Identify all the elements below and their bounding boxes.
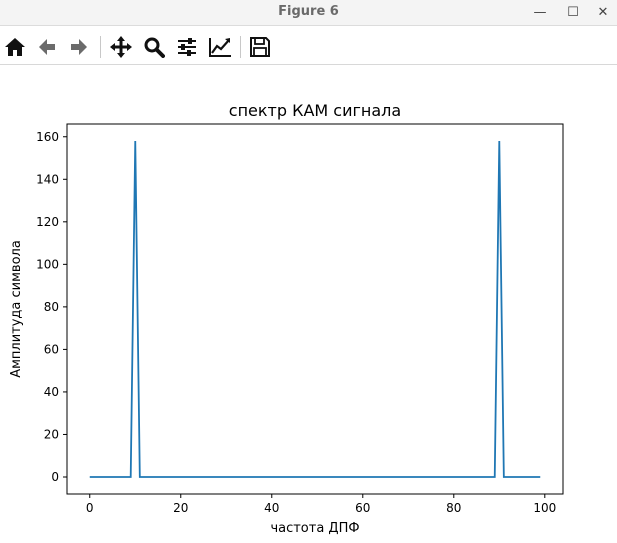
- y-tick-label: 100: [36, 257, 59, 271]
- zoom-button[interactable]: [141, 34, 167, 60]
- configure-subplots-icon: [178, 38, 196, 56]
- y-tick-label: 80: [44, 300, 59, 314]
- minimize-button[interactable]: —: [533, 4, 547, 20]
- zoom-icon: [144, 37, 165, 58]
- y-tick-label: 60: [44, 342, 59, 356]
- x-tick-label: 20: [173, 501, 188, 515]
- y-tick-label: 0: [51, 470, 59, 484]
- spectrum-chart: 0 20 40 60 80 100 0 20 40 60 80 100 120 140 160 спект…: [9, 101, 564, 536]
- y-tick-label: 160: [36, 130, 59, 144]
- x-axis: 0 20 40 60 80 100: [86, 494, 556, 515]
- y-axis-label: Амплитуда символа: [9, 240, 24, 378]
- x-tick-label: 60: [355, 501, 370, 515]
- window-title: Figure 6: [278, 4, 339, 19]
- edit-axis-button[interactable]: [207, 34, 233, 60]
- back-arrow-icon: [39, 39, 55, 55]
- y-axis: 0 20 40 60 80 100 120 140 160: [36, 130, 67, 484]
- maximize-button[interactable]: ☐: [567, 4, 579, 20]
- y-tick-label: 20: [44, 427, 59, 441]
- x-tick-label: 0: [86, 501, 94, 515]
- toolbar-separator: [240, 36, 241, 58]
- home-icon: [5, 38, 25, 56]
- title-bar: Figure 6 — ☐ ✕: [0, 0, 617, 26]
- pan-button[interactable]: [108, 34, 134, 60]
- forward-button[interactable]: [66, 34, 92, 60]
- pan-icon: [110, 36, 132, 58]
- edit-axis-icon: [209, 38, 231, 57]
- y-tick-label: 40: [44, 385, 59, 399]
- save-icon: [250, 37, 270, 57]
- close-button[interactable]: ✕: [597, 4, 609, 20]
- navigation-toolbar: [0, 27, 617, 65]
- x-tick-label: 80: [446, 501, 461, 515]
- x-tick-label: 40: [264, 501, 279, 515]
- save-button[interactable]: [247, 34, 273, 60]
- spectrum-line: [89, 140, 541, 478]
- configure-subplots-button[interactable]: [174, 34, 200, 60]
- home-button[interactable]: [2, 34, 28, 60]
- plot-area: [66, 123, 564, 495]
- forward-arrow-icon: [71, 39, 87, 55]
- y-tick-label: 140: [36, 172, 59, 186]
- back-button[interactable]: [34, 34, 60, 60]
- chart-title: спектр КАМ сигнала: [229, 101, 401, 120]
- toolbar-separator: [100, 36, 101, 58]
- y-tick-label: 120: [36, 215, 59, 229]
- x-tick-label: 100: [533, 501, 556, 515]
- x-axis-label: частота ДПФ: [270, 521, 359, 536]
